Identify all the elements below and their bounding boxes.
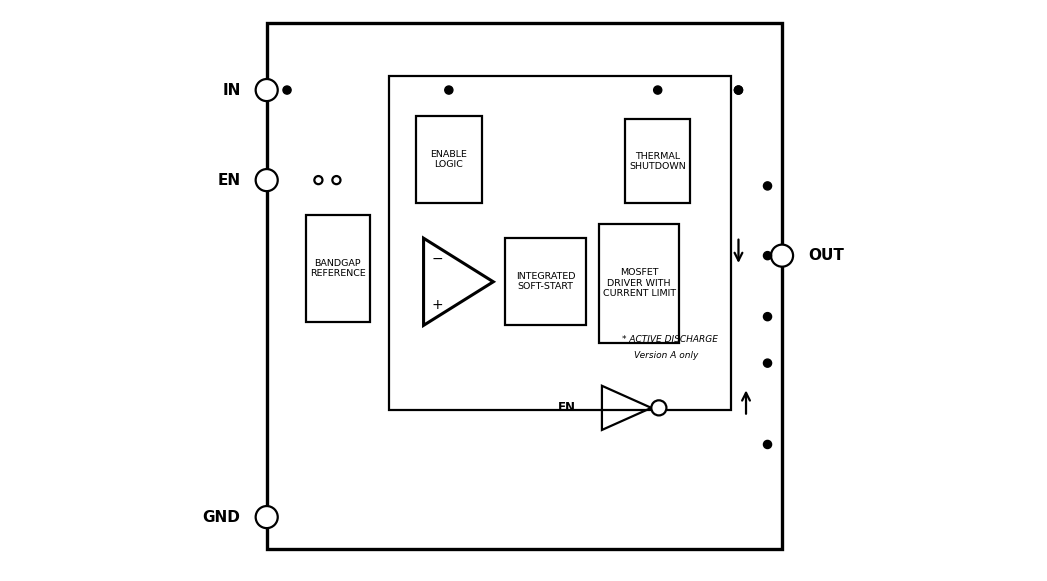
- Bar: [388, 76, 732, 410]
- Text: INTEGRATED
SOFT-START: INTEGRATED SOFT-START: [516, 272, 576, 292]
- Circle shape: [734, 86, 742, 94]
- Circle shape: [763, 252, 772, 260]
- Bar: [267, 23, 782, 549]
- Circle shape: [255, 79, 277, 101]
- Circle shape: [651, 400, 667, 415]
- Text: * ACTIVE DISCHARGE: * ACTIVE DISCHARGE: [622, 335, 718, 345]
- Bar: [625, 119, 690, 203]
- Text: −: −: [431, 252, 443, 266]
- Text: +: +: [431, 298, 443, 312]
- Circle shape: [763, 440, 772, 449]
- Text: EN: EN: [558, 401, 576, 414]
- Bar: [306, 215, 370, 322]
- Circle shape: [771, 245, 793, 267]
- Circle shape: [763, 313, 772, 321]
- Text: Version A only: Version A only: [633, 351, 698, 360]
- Bar: [599, 224, 680, 343]
- Circle shape: [332, 176, 340, 184]
- Circle shape: [255, 169, 277, 191]
- Circle shape: [283, 86, 291, 94]
- Text: THERMAL
SHUTDOWN: THERMAL SHUTDOWN: [629, 152, 686, 171]
- Circle shape: [445, 86, 453, 94]
- Circle shape: [734, 86, 742, 94]
- Circle shape: [314, 176, 322, 184]
- Text: EN: EN: [218, 173, 241, 188]
- Bar: [416, 116, 482, 203]
- Circle shape: [255, 506, 277, 528]
- Bar: [505, 238, 586, 325]
- Circle shape: [653, 86, 662, 94]
- Circle shape: [763, 182, 772, 190]
- Text: OUT: OUT: [808, 248, 844, 263]
- Text: GND: GND: [203, 510, 241, 525]
- Text: ENABLE
LOGIC: ENABLE LOGIC: [430, 150, 467, 170]
- Circle shape: [763, 359, 772, 367]
- Text: BANDGAP
REFERENCE: BANDGAP REFERENCE: [310, 259, 365, 278]
- Text: MOSFET
DRIVER WITH
CURRENT LIMIT: MOSFET DRIVER WITH CURRENT LIMIT: [603, 268, 675, 298]
- Text: IN: IN: [222, 83, 241, 98]
